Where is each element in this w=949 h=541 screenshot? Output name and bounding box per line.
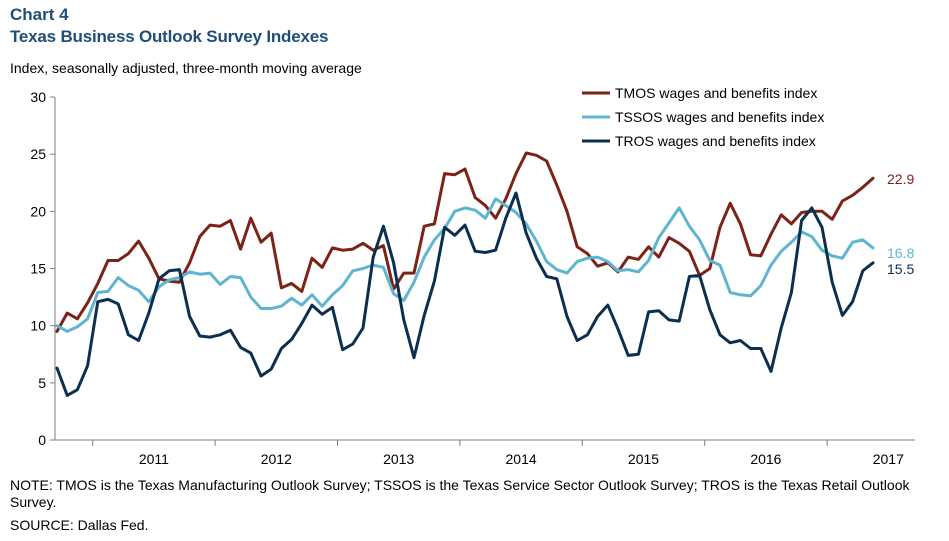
legend-label: TSSOS wages and benefits index (615, 109, 824, 125)
chart-source: SOURCE: Dallas Fed. (10, 517, 149, 533)
legend-label: TMOS wages and benefits index (615, 85, 817, 101)
y-tick-label: 15 (30, 261, 46, 277)
y-tick-label: 5 (38, 375, 46, 391)
x-tick-label: 2011 (139, 451, 169, 467)
x-tick-label: 2014 (506, 451, 537, 467)
y-tick-label: 10 (30, 318, 46, 334)
chart-number: Chart 4 (10, 5, 69, 24)
y-tick-label: 20 (30, 203, 46, 219)
x-tick-label: 2015 (628, 451, 659, 467)
y-tick-label: 25 (30, 146, 46, 162)
x-tick-label: 2016 (750, 451, 781, 467)
chart-subtitle: Index, seasonally adjusted, three-month … (10, 60, 362, 76)
x-tick-label: 2012 (261, 451, 292, 467)
end-value-label: 16.8 (887, 245, 914, 261)
y-tick-label: 30 (30, 89, 46, 105)
series-line-2 (55, 197, 875, 333)
y-tick-label: 0 (38, 432, 46, 448)
x-tick-label: 2017 (873, 451, 904, 467)
end-value-label: 15.5 (887, 261, 914, 277)
x-tick-label: 2013 (383, 451, 414, 467)
series-line-1 (55, 151, 875, 333)
chart-note: NOTE: TMOS is the Texas Manufacturing Ou… (10, 477, 910, 510)
series-line-3 (55, 191, 875, 397)
chart-title: Texas Business Outlook Survey Indexes (10, 27, 329, 46)
legend-label: TROS wages and benefits index (615, 133, 816, 149)
end-value-label: 22.9 (887, 171, 914, 187)
